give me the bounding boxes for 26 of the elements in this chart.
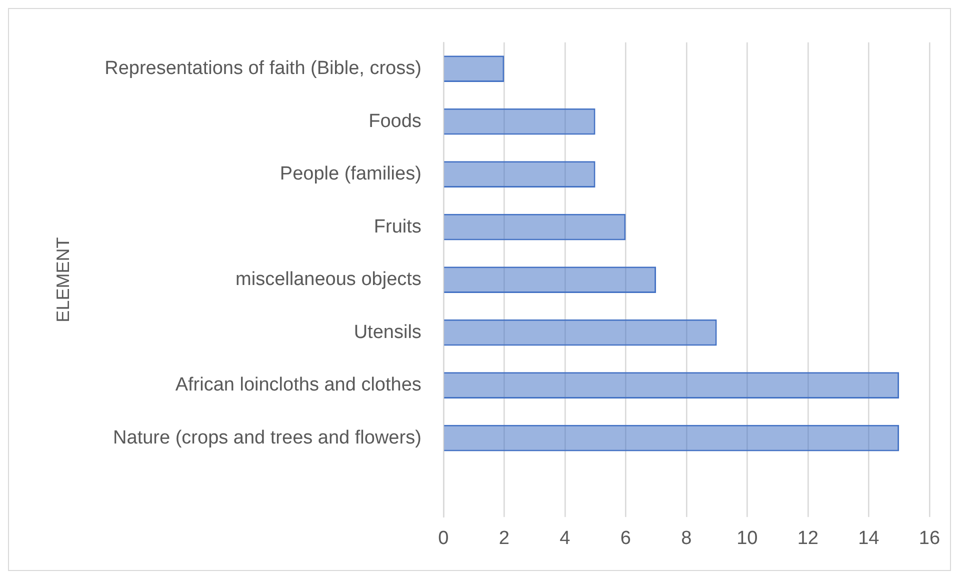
bar (444, 108, 596, 135)
y-axis-title: ELEMENT (52, 237, 73, 322)
x-tick-label: 4 (560, 528, 571, 549)
bar (444, 214, 626, 240)
x-tick-label: 12 (797, 528, 818, 549)
bar (444, 161, 596, 188)
y-tick-label: Representations of faith (Bible, cross) (104, 58, 422, 80)
bar (444, 424, 900, 452)
x-tick-label: 14 (858, 528, 880, 549)
x-tick-label: 10 (736, 528, 758, 549)
bar (444, 56, 504, 82)
bar (444, 372, 900, 398)
y-tick-label: miscellaneous objects (236, 269, 422, 290)
y-tick-label: Fruits (374, 216, 422, 238)
y-tick-label: People (families) (280, 164, 422, 185)
y-tick-label: Nature (crops and trees and flowers) (113, 427, 422, 448)
y-tick-label: Utensils (354, 322, 422, 343)
bar (444, 266, 656, 293)
x-tick-label: 6 (620, 528, 631, 549)
x-tick-label: 0 (438, 528, 449, 549)
bar (444, 319, 717, 346)
x-tick-label: 8 (681, 528, 692, 549)
x-tick-label: 2 (498, 528, 510, 549)
x-tick-label: 16 (918, 528, 940, 549)
y-tick-label: African loincloths and clothes (175, 374, 422, 396)
y-tick-label: Foods (368, 110, 422, 132)
